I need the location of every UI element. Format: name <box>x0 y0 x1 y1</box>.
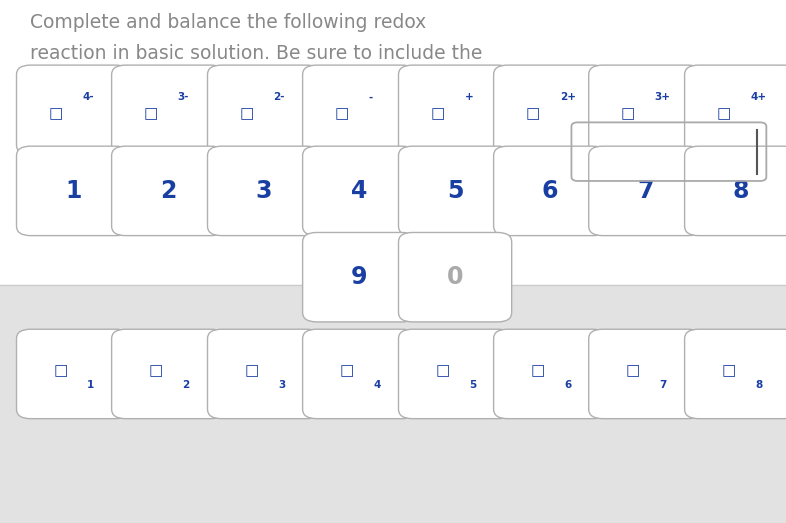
Text: □: □ <box>240 107 254 121</box>
Text: □: □ <box>244 363 259 378</box>
FancyBboxPatch shape <box>494 146 607 235</box>
Bar <box>0 285 786 523</box>
Text: 6: 6 <box>564 380 571 391</box>
Text: 4: 4 <box>373 380 380 391</box>
Text: 0: 0 <box>447 265 463 289</box>
Text: BrO$_3^-$(aq) + Zn(s) $\rightarrow$ Br$^-$(aq) + Zn(OH)$_4^{2-}$(aq): BrO$_3^-$(aq) + Zn(s) $\rightarrow$ Br$^… <box>79 136 609 167</box>
FancyBboxPatch shape <box>303 146 416 235</box>
Text: 9: 9 <box>351 265 367 289</box>
Text: 3+: 3+ <box>655 92 670 103</box>
Text: 2+: 2+ <box>560 92 575 103</box>
Text: □: □ <box>335 107 349 121</box>
Text: 5: 5 <box>447 179 463 203</box>
FancyBboxPatch shape <box>685 65 786 155</box>
FancyBboxPatch shape <box>17 65 130 155</box>
FancyBboxPatch shape <box>303 329 416 418</box>
Text: □: □ <box>531 363 545 378</box>
FancyBboxPatch shape <box>589 65 702 155</box>
FancyBboxPatch shape <box>208 65 321 155</box>
FancyBboxPatch shape <box>685 329 786 418</box>
Text: proper phases for all species within the reaction.: proper phases for all species within the… <box>30 76 488 95</box>
FancyBboxPatch shape <box>399 146 512 235</box>
FancyBboxPatch shape <box>589 329 702 418</box>
Text: □: □ <box>431 107 445 121</box>
FancyBboxPatch shape <box>17 329 130 418</box>
FancyBboxPatch shape <box>399 65 512 155</box>
Text: 2: 2 <box>160 179 176 203</box>
Text: +: + <box>465 92 473 103</box>
Text: Complete and balance the following redox: Complete and balance the following redox <box>30 13 426 32</box>
Text: reaction in basic solution. Be sure to include the: reaction in basic solution. Be sure to i… <box>30 44 483 63</box>
Text: 1: 1 <box>87 380 94 391</box>
FancyBboxPatch shape <box>303 232 416 322</box>
Text: □: □ <box>144 107 158 121</box>
Text: 4-: 4- <box>83 92 94 103</box>
Text: 2: 2 <box>182 380 189 391</box>
Text: □: □ <box>621 107 635 121</box>
Bar <box>0 0 786 285</box>
Text: □: □ <box>526 107 540 121</box>
Text: □: □ <box>722 363 736 378</box>
Text: 8: 8 <box>755 380 762 391</box>
FancyBboxPatch shape <box>494 329 607 418</box>
Text: 3: 3 <box>278 380 285 391</box>
Text: 4+: 4+ <box>751 92 767 103</box>
FancyBboxPatch shape <box>112 329 225 418</box>
FancyBboxPatch shape <box>399 232 512 322</box>
Text: □: □ <box>340 363 354 378</box>
FancyBboxPatch shape <box>589 146 702 235</box>
Text: 2-: 2- <box>274 92 285 103</box>
FancyBboxPatch shape <box>685 146 786 235</box>
Text: 4: 4 <box>351 179 367 203</box>
Text: □: □ <box>717 107 731 121</box>
Text: □: □ <box>626 363 640 378</box>
Text: □: □ <box>149 363 163 378</box>
FancyBboxPatch shape <box>208 329 321 418</box>
FancyBboxPatch shape <box>208 146 321 235</box>
Text: □: □ <box>435 363 450 378</box>
Text: 6: 6 <box>542 179 558 203</box>
Text: □: □ <box>49 107 63 121</box>
Text: -: - <box>369 92 373 103</box>
Text: □: □ <box>53 363 68 378</box>
FancyBboxPatch shape <box>17 146 130 235</box>
FancyBboxPatch shape <box>112 146 225 235</box>
Text: 8: 8 <box>733 179 749 203</box>
FancyBboxPatch shape <box>494 65 607 155</box>
Text: 3: 3 <box>256 179 272 203</box>
Text: 7: 7 <box>637 179 653 203</box>
Text: 5: 5 <box>469 380 476 391</box>
Text: 1: 1 <box>65 179 81 203</box>
FancyBboxPatch shape <box>303 65 416 155</box>
Text: 7: 7 <box>659 380 667 391</box>
FancyBboxPatch shape <box>399 329 512 418</box>
FancyBboxPatch shape <box>112 65 225 155</box>
Text: 3-: 3- <box>178 92 189 103</box>
